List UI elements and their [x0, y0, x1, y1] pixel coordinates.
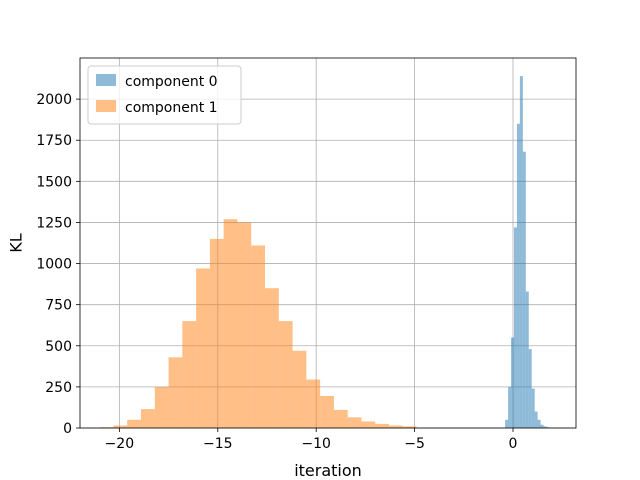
- histogram-bar-component-0: [543, 426, 547, 428]
- histogram-bar-component-1: [278, 321, 293, 428]
- y-tick-label: 0: [63, 421, 72, 437]
- histogram-bar-component-1: [127, 419, 142, 428]
- histogram-bar-component-0: [534, 411, 538, 428]
- y-tick-label: 750: [45, 298, 72, 314]
- histogram-bar-component-1: [347, 417, 362, 428]
- x-tick-label: −5: [404, 436, 425, 452]
- histogram-bar-component-0: [546, 427, 550, 428]
- histogram-bar-component-1: [251, 245, 266, 428]
- y-tick-label: 250: [45, 380, 72, 396]
- histogram-bar-component-1: [375, 423, 390, 428]
- histogram-bar-component-1: [196, 268, 210, 428]
- histogram-bar-component-1: [141, 409, 155, 428]
- histogram-bar-component-0: [516, 123, 520, 429]
- histogram-bar-component-0: [540, 424, 544, 428]
- histogram-bar-component-1: [306, 379, 321, 428]
- histogram-bar-component-0: [514, 227, 517, 428]
- histogram-bar-component-1: [389, 425, 403, 428]
- x-tick-label: −10: [301, 436, 331, 452]
- axis-ticks: −20 −15 −10 −5 0 0 250 500 750 1000 1250 1500 1750 20…: [36, 92, 517, 452]
- histogram-bar-component-1: [265, 288, 279, 428]
- plot-frame: [79, 57, 577, 429]
- legend-box: [87, 65, 242, 125]
- y-tick-label: 1750: [36, 133, 72, 149]
- x-tick-label: −15: [203, 436, 233, 452]
- histogram-bar-component-1: [333, 409, 348, 428]
- histogram-bar-component-1: [113, 425, 128, 428]
- legend-label-component-1: component 1: [125, 100, 218, 116]
- histogram-bar-component-0: [522, 151, 526, 428]
- histogram-bar-component-1: [154, 386, 169, 428]
- legend-swatch-component-1: [96, 100, 116, 112]
- histogram-bar-component-0: [531, 388, 535, 428]
- histogram-bar-component-1: [99, 427, 114, 428]
- histogram-bar-component-0: [505, 419, 509, 428]
- y-tick-label: 1250: [36, 215, 72, 231]
- y-tick-label: 1500: [36, 174, 72, 190]
- histogram-bar-component-1: [182, 321, 197, 428]
- histogram-bar-component-0: [537, 419, 541, 428]
- histogram-bar-component-1: [209, 238, 224, 428]
- histogram-bar-component-0: [511, 337, 514, 428]
- legend-swatch-component-0: [96, 74, 116, 86]
- histogram-bar-component-1: [168, 357, 183, 428]
- x-tick-label: −20: [105, 436, 135, 452]
- legend-label-component-0: component 0: [125, 74, 218, 90]
- histogram-bar-component-1: [237, 222, 252, 428]
- histogram-bar-component-1: [361, 421, 376, 428]
- y-tick-label: 2000: [36, 92, 72, 108]
- y-tick-label: 500: [45, 339, 72, 355]
- histogram-bar-component-1: [223, 219, 238, 428]
- y-axis-label: KL: [7, 233, 26, 252]
- x-axis-label: iteration: [294, 461, 362, 480]
- histogram-bars: [99, 76, 550, 429]
- histogram-bar-component-0: [525, 291, 529, 428]
- y-tick-label: 1000: [36, 257, 72, 273]
- legend: component 0 component 1: [87, 65, 242, 125]
- histogram-bar-component-0: [508, 386, 512, 428]
- histogram-bar-component-1: [320, 395, 334, 428]
- histogram-bar-component-1: [292, 350, 307, 428]
- x-tick-label: 0: [509, 436, 518, 452]
- histogram-bar-component-1: [402, 426, 417, 428]
- histogram-bar-component-0: [519, 76, 523, 428]
- histogram-bar-component-0: [528, 349, 532, 428]
